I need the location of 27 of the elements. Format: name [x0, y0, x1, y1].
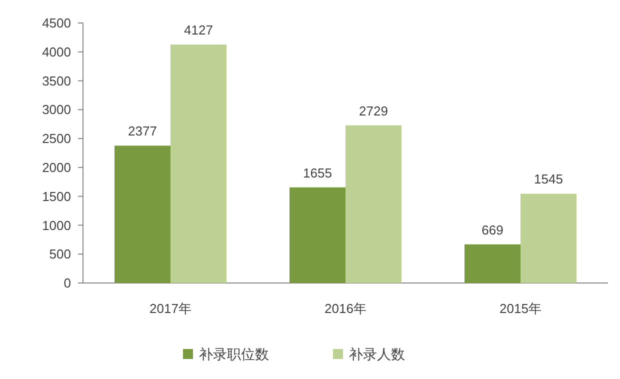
x-tick-label: 2016年 [324, 301, 366, 316]
data-label: 4127 [184, 22, 213, 38]
x-tick-label: 2015年 [500, 301, 542, 316]
y-tick-label: 0 [64, 276, 71, 291]
y-tick-label: 2500 [42, 131, 71, 146]
legend-label: 补录职位数 [199, 346, 269, 362]
data-label: 2377 [128, 124, 157, 139]
bar [290, 187, 346, 283]
data-label: 1655 [303, 165, 332, 180]
data-label: 1545 [534, 172, 563, 187]
legend-label: 补录人数 [349, 346, 405, 362]
x-tick-label: 2017年 [150, 301, 192, 316]
data-label: 2729 [359, 103, 388, 118]
data-label: 669 [482, 222, 504, 238]
y-tick-label: 3500 [42, 73, 71, 88]
y-tick-label: 500 [49, 246, 71, 262]
bar [170, 44, 226, 283]
y-tick-label: 2000 [42, 160, 71, 175]
bar [114, 146, 170, 283]
y-tick-label: 1000 [42, 218, 71, 233]
bar [346, 125, 402, 283]
y-tick-label: 3000 [42, 102, 71, 118]
bar [520, 194, 576, 283]
y-tick-label: 4500 [42, 16, 71, 31]
y-tick-label: 1500 [42, 188, 71, 204]
y-tick-label: 4000 [42, 44, 71, 60]
bar [464, 244, 520, 283]
